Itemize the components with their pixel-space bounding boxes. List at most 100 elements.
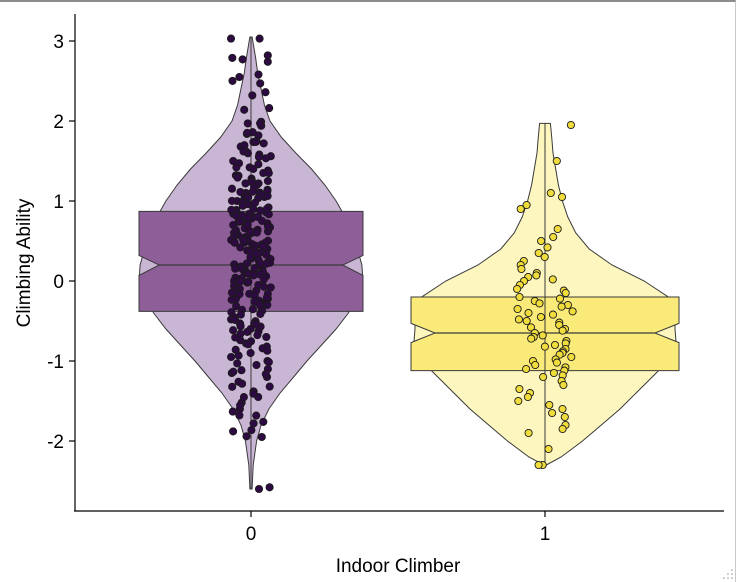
data-point [534, 248, 543, 258]
data-point [566, 120, 575, 130]
data-point [249, 164, 258, 173]
x-axis-title: Indoor Climber [336, 556, 461, 577]
data-point [243, 220, 252, 229]
data-point [515, 384, 524, 394]
plot-area [138, 34, 680, 494]
resize-grip-icon[interactable] [722, 568, 734, 580]
data-point [262, 332, 271, 342]
data-point [513, 304, 522, 314]
data-point [239, 393, 248, 402]
data-point [264, 169, 273, 178]
data-point [236, 243, 245, 252]
data-point [532, 271, 541, 280]
data-point [264, 358, 273, 367]
data-point [236, 277, 245, 286]
data-point [261, 154, 270, 163]
data-point [243, 128, 252, 137]
data-point [250, 198, 260, 207]
data-point [249, 419, 258, 428]
data-point [229, 326, 238, 335]
data-point [254, 280, 263, 290]
y-tick-label: -1 [47, 352, 64, 373]
data-point [229, 427, 238, 436]
data-point [235, 72, 244, 82]
y-tick-label: 3 [53, 32, 64, 53]
y-axis: 3 2 1 0 -1 -2 [47, 32, 75, 453]
data-point [548, 310, 558, 319]
data-point [558, 404, 567, 414]
data-point [549, 368, 558, 378]
data-point [254, 152, 263, 162]
data-point [257, 432, 266, 442]
data-point [522, 200, 531, 210]
data-point [543, 243, 552, 252]
data-point [256, 119, 265, 128]
data-point [567, 352, 576, 362]
data-point [548, 408, 557, 418]
data-point [513, 284, 522, 294]
data-point [231, 333, 240, 342]
data-point [246, 227, 255, 236]
data-point [259, 139, 268, 148]
data-point [248, 91, 257, 100]
data-point [253, 331, 262, 340]
data-point [560, 412, 569, 422]
data-point [227, 184, 237, 193]
data-point [544, 444, 553, 454]
data-point [534, 460, 543, 470]
data-point [238, 201, 247, 210]
data-point [227, 352, 236, 362]
data-point [227, 288, 236, 297]
data-point [552, 358, 561, 367]
y-tick-label: 1 [53, 192, 64, 213]
data-point [226, 34, 236, 43]
data-point [522, 316, 531, 326]
data-point [236, 217, 245, 226]
data-point [236, 187, 245, 197]
data-point [229, 367, 238, 376]
data-point [516, 204, 525, 214]
data-point [263, 222, 273, 231]
data-point [243, 119, 252, 128]
data-point [254, 160, 263, 169]
data-point [514, 396, 523, 406]
data-point [514, 315, 523, 324]
data-point [531, 360, 540, 370]
data-point [263, 176, 272, 186]
data-point [257, 216, 267, 225]
data-point [524, 308, 533, 318]
data-point [243, 327, 252, 336]
data-point [558, 424, 567, 434]
data-point [539, 372, 548, 382]
data-point [234, 351, 243, 360]
data-point [265, 104, 274, 113]
data-point [252, 411, 261, 420]
data-point [255, 34, 264, 43]
data-point [549, 232, 558, 242]
data-point [242, 432, 251, 441]
data-point [238, 379, 247, 388]
data-point [264, 210, 273, 219]
y-tick-label: 0 [53, 272, 64, 293]
data-point [262, 293, 271, 302]
data-point [546, 188, 555, 198]
data-point [522, 364, 531, 374]
data-point [239, 147, 248, 156]
data-point [228, 76, 237, 85]
data-point [236, 322, 245, 331]
data-point [517, 264, 526, 274]
data-point [568, 307, 577, 316]
data-point [252, 320, 261, 329]
data-point [235, 411, 244, 420]
data-point [259, 417, 268, 426]
data-point [540, 252, 549, 262]
data-point [231, 264, 240, 273]
data-point [252, 360, 261, 370]
data-point [550, 340, 560, 350]
data-point [232, 163, 241, 172]
data-point [558, 326, 567, 335]
data-point [249, 389, 258, 398]
data-point [559, 380, 568, 390]
data-point [246, 253, 255, 262]
